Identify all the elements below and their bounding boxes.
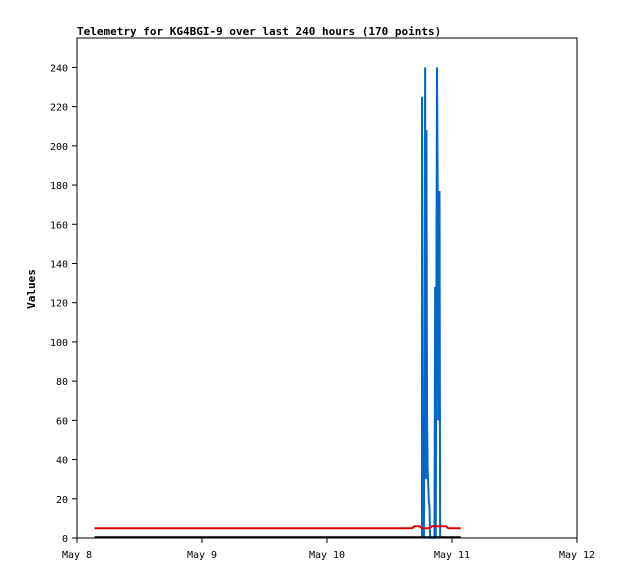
y-tick-label: 60 <box>56 416 68 427</box>
y-axis: 0 20 40 60 80 100 120 140 160 180 200 220 240 <box>50 63 77 545</box>
y-tick-label: 100 <box>50 338 68 349</box>
x-tick-label: May 11 <box>434 550 470 561</box>
chart-title: Telemetry for KG4BGI-9 over last 240 hou… <box>77 25 441 38</box>
x-tick-label: May 8 <box>62 550 92 561</box>
y-tick-label: 180 <box>50 181 68 192</box>
series-line-red <box>94 525 461 530</box>
y-tick-label: 240 <box>50 63 68 74</box>
y-tick-label: 80 <box>56 377 68 388</box>
x-tick-label: May 9 <box>187 550 217 561</box>
series-layer <box>94 67 461 539</box>
y-tick-label: 20 <box>56 495 68 506</box>
y-tick-label: 0 <box>62 534 68 545</box>
series-line-blue <box>421 67 442 539</box>
plot-frame <box>76 37 578 539</box>
y-tick-label: 220 <box>50 103 68 114</box>
y-axis-label: Values <box>25 269 38 309</box>
y-tick-label: 200 <box>50 142 68 153</box>
y-tick-label: 40 <box>56 456 68 467</box>
x-tick-label: May 12 <box>559 550 595 561</box>
y-tick-label: 140 <box>50 259 68 270</box>
x-axis: May 8 May 9 May 10 May 11 May 12 <box>62 538 595 561</box>
y-tick-label: 160 <box>50 220 68 231</box>
x-tick-label: May 10 <box>309 550 345 561</box>
y-tick-label: 120 <box>50 299 68 310</box>
